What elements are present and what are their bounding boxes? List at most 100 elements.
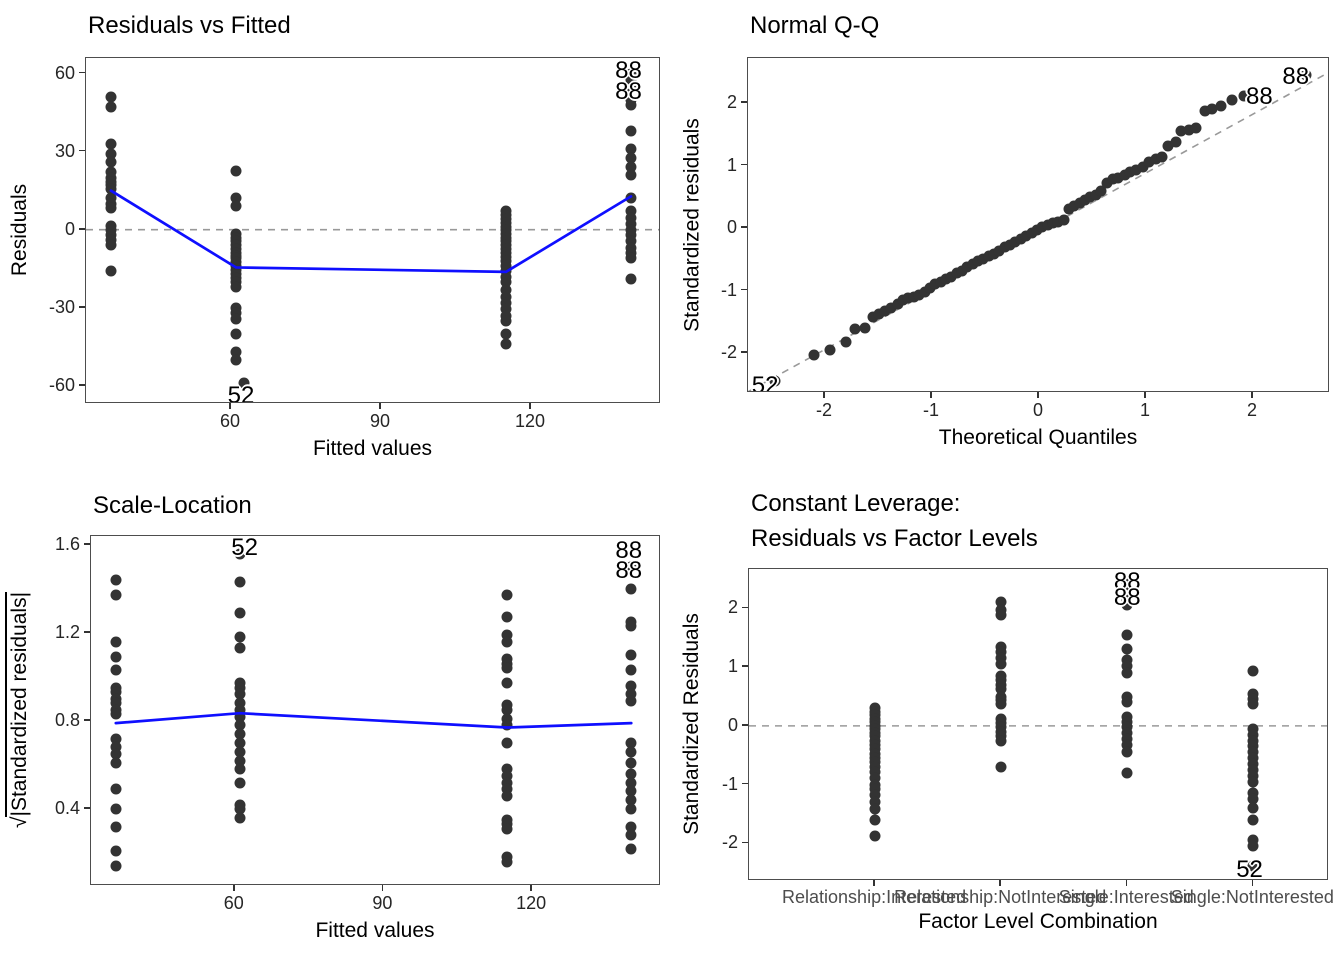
x-tick-label: 120 — [514, 411, 546, 431]
data-point — [625, 746, 637, 758]
x-tick-label: -1 — [922, 400, 939, 420]
y-tick — [741, 101, 747, 103]
category-label: Relationship:Interested — [782, 887, 967, 907]
panel-title-line: Normal Q-Q — [750, 12, 880, 39]
y-tick-label: 0.4 — [54, 797, 80, 818]
data-point — [110, 589, 122, 601]
data-point — [1247, 840, 1259, 852]
y-tick — [84, 719, 90, 721]
panel-title: Normal Q-Q — [750, 8, 879, 43]
smooth-line — [109, 189, 633, 274]
data-point — [869, 789, 881, 801]
y-tick — [741, 351, 747, 353]
data-point — [995, 735, 1007, 747]
data-point — [625, 829, 637, 841]
data-point — [501, 737, 513, 749]
x-tick-label: 90 — [369, 411, 391, 431]
y-tick-label: -60 — [48, 374, 75, 395]
data-point — [1247, 814, 1259, 826]
data-point — [1300, 69, 1312, 81]
observation-label: 88 — [615, 77, 642, 105]
observation-label: 88 — [1246, 82, 1273, 110]
data-point — [808, 349, 820, 361]
data-point — [501, 636, 513, 648]
y-tick-label: 1.6 — [54, 533, 80, 554]
x-tick — [1251, 880, 1254, 886]
data-point — [234, 719, 246, 731]
data-point — [1247, 793, 1259, 805]
data-point — [625, 169, 637, 181]
y-tick-label: 0.8 — [54, 709, 80, 730]
x-tick-label: 60 — [223, 893, 244, 913]
data-point — [1247, 723, 1259, 735]
data-point — [501, 629, 513, 641]
data-point — [1247, 764, 1259, 776]
data-point — [1247, 688, 1259, 700]
x-tick — [232, 885, 235, 891]
data-point — [1121, 576, 1133, 588]
y-tick-label: 1 — [727, 656, 738, 677]
data-point — [1130, 164, 1142, 176]
data-point — [1175, 125, 1187, 137]
x-tick — [379, 403, 381, 409]
data-point — [869, 772, 881, 784]
data-point — [1190, 122, 1202, 134]
data-point — [1121, 643, 1133, 655]
data-point — [105, 265, 117, 277]
data-point — [995, 652, 1007, 664]
observation-label: 52 — [227, 382, 255, 403]
data-point — [625, 785, 637, 797]
data-point — [230, 346, 242, 358]
data-point — [892, 298, 904, 310]
data-point — [234, 812, 246, 824]
data-point — [625, 680, 637, 692]
x-tick-label: 2 — [1246, 400, 1257, 420]
data-point — [110, 686, 122, 698]
data-point — [1150, 153, 1162, 165]
y-tick — [741, 226, 747, 228]
data-point — [1247, 729, 1259, 741]
data-point — [1124, 166, 1136, 178]
y-tick-label: -30 — [48, 296, 75, 317]
panel-title: Scale-Location — [93, 488, 252, 523]
y-tick — [79, 305, 85, 308]
data-point — [110, 651, 122, 663]
panel-title: Constant Leverage: Residuals vs Factor Le… — [751, 486, 1038, 556]
data-point — [625, 803, 637, 815]
observation-label: 88 — [1282, 62, 1310, 90]
data-point — [234, 704, 246, 716]
data-point — [501, 856, 513, 868]
data-point — [501, 713, 513, 725]
data-point — [110, 821, 122, 833]
data-point — [625, 757, 637, 769]
data-point — [1247, 740, 1259, 752]
data-point — [110, 803, 122, 815]
y-tick — [742, 665, 748, 667]
data-point — [625, 688, 637, 700]
observation-label: 88 — [1113, 583, 1141, 611]
data-point — [625, 152, 637, 164]
x-tick-label: -2 — [816, 400, 833, 420]
data-point — [1137, 161, 1149, 173]
y-tick-label: 2 — [726, 92, 737, 112]
data-point — [625, 777, 637, 789]
data-point — [995, 604, 1007, 616]
y-tick-label: 60 — [54, 62, 75, 83]
data-point — [230, 313, 242, 325]
data-point — [625, 821, 637, 833]
observation-label: 52 — [751, 371, 779, 392]
observation-label: 88 — [615, 537, 643, 565]
data-point — [1121, 733, 1133, 745]
x-tick — [1144, 392, 1146, 398]
data-point — [230, 328, 242, 340]
data-point — [945, 271, 957, 283]
data-point — [1247, 834, 1259, 846]
data-point — [869, 803, 881, 815]
data-point — [995, 596, 1007, 608]
y-tick — [742, 841, 748, 844]
data-point — [1090, 189, 1102, 201]
data-point — [1247, 770, 1259, 782]
data-point — [625, 212, 637, 224]
data-point — [500, 328, 512, 340]
data-point — [500, 303, 512, 315]
